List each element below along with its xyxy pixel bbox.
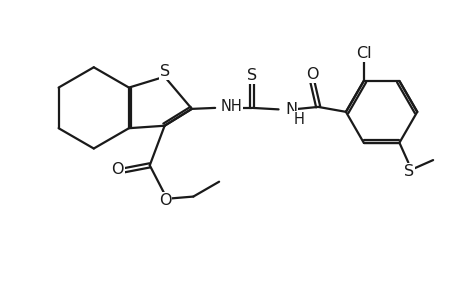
Text: S: S: [403, 164, 413, 179]
Text: S: S: [160, 64, 170, 79]
Text: S: S: [246, 68, 257, 83]
Text: O: O: [305, 67, 318, 82]
Text: O: O: [111, 162, 123, 177]
Text: H: H: [293, 112, 303, 127]
Text: Cl: Cl: [355, 46, 371, 61]
Text: N: N: [285, 102, 297, 117]
Text: O: O: [158, 193, 171, 208]
Text: NH: NH: [220, 99, 242, 114]
